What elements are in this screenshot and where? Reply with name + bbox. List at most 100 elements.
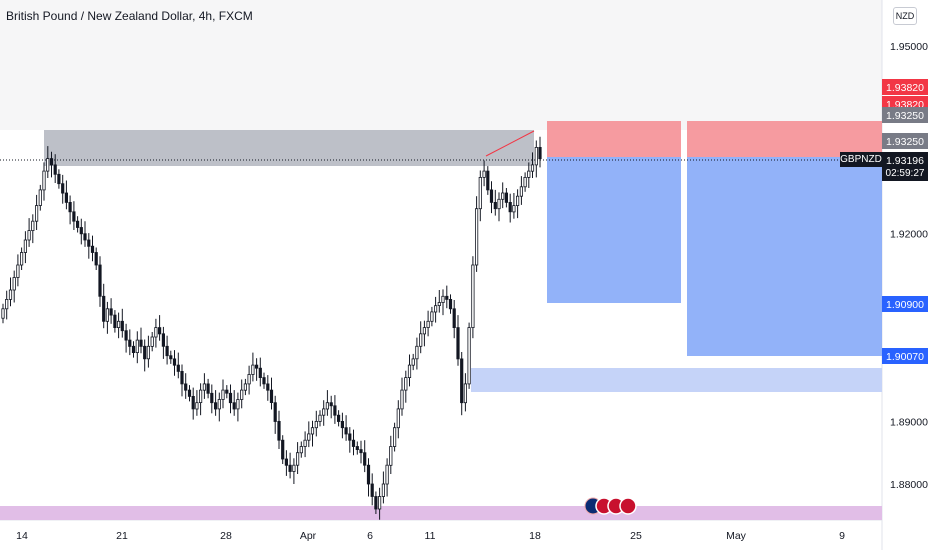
event-icons[interactable] — [584, 497, 637, 515]
candle-body — [474, 208, 479, 266]
candle-body — [187, 389, 192, 397]
candle-body — [176, 364, 180, 372]
candle-body — [83, 233, 87, 241]
candle-body — [441, 295, 445, 303]
price-tick-label: 1.89000 — [890, 416, 928, 428]
candle-body — [284, 458, 289, 466]
candle-body — [292, 464, 296, 472]
candle-body — [273, 402, 277, 422]
candle-body — [460, 358, 464, 404]
candlestick-series — [1, 136, 542, 520]
candle-body — [355, 446, 359, 450]
candle-body — [404, 377, 408, 391]
candle-body — [221, 389, 225, 400]
candle-body — [184, 383, 188, 391]
candle-body — [482, 170, 486, 178]
candle-body — [407, 364, 412, 379]
candle-body — [161, 333, 165, 347]
position-2-stop-zone[interactable] — [687, 121, 882, 157]
candle-body — [135, 339, 139, 354]
candle-body — [198, 389, 203, 404]
candle-body — [463, 383, 468, 404]
candle-body — [105, 308, 109, 322]
time-tick-label: 11 — [425, 530, 436, 542]
time-tick-label: 18 — [529, 530, 541, 542]
candle-body — [370, 483, 374, 497]
position-1-stop-zone[interactable] — [547, 121, 681, 157]
resistance-zone[interactable] — [44, 130, 534, 166]
time-tick-label: 6 — [367, 530, 373, 542]
candle-body — [527, 170, 531, 178]
candle-body — [124, 330, 128, 341]
candle-body — [437, 302, 441, 306]
candle-body — [396, 408, 400, 429]
price-badge-label: 1.93820 — [886, 82, 924, 94]
candle-body — [310, 427, 315, 435]
candle-body — [27, 230, 31, 241]
time-tick-label: 25 — [630, 530, 642, 542]
candle-body — [307, 433, 311, 441]
price-tick-label: 1.95000 — [890, 41, 928, 53]
candle-body — [76, 220, 80, 228]
candle-body — [12, 277, 16, 291]
candle-body — [154, 327, 158, 338]
candle-body — [1, 308, 5, 319]
candle-body — [120, 320, 124, 332]
candle-body — [49, 158, 54, 166]
candle-body — [359, 449, 363, 454]
candle-body — [277, 420, 281, 441]
candle-body — [504, 192, 509, 203]
candle-body — [98, 264, 102, 297]
demand-zone[interactable] — [471, 368, 882, 392]
candle-body — [493, 201, 497, 210]
candle-body — [232, 402, 236, 410]
time-axis: 14 21 28 Apr 6 11 18 25 May 9 — [16, 530, 845, 542]
candle-body — [516, 195, 520, 206]
candle-body — [381, 483, 386, 497]
candle-body — [157, 327, 162, 335]
candle-body — [202, 383, 206, 391]
candle-body — [53, 164, 57, 175]
candle-body — [150, 336, 154, 347]
candle-body — [217, 399, 221, 410]
candle-body — [8, 289, 13, 300]
candle-body — [180, 370, 184, 385]
candle-body — [195, 402, 199, 410]
time-tick-label: 14 — [16, 530, 28, 542]
candle-body — [90, 245, 95, 253]
candle-body — [336, 414, 341, 422]
candle-body — [236, 399, 240, 410]
candle-body — [295, 452, 300, 466]
candle-body — [426, 320, 430, 328]
candle-body — [377, 496, 382, 510]
price-badge-label: 1.93196 — [886, 155, 924, 167]
time-tick-label: 21 — [116, 530, 128, 542]
candle-body — [206, 383, 210, 394]
price-badge — [882, 133, 928, 149]
candle-body — [243, 383, 247, 391]
candle-body — [333, 405, 337, 416]
candle-body — [411, 358, 415, 366]
time-tick-label: 9 — [839, 530, 845, 542]
candle-body — [299, 446, 303, 454]
candle-body — [5, 298, 9, 310]
candle-body — [247, 374, 251, 385]
candle-body — [501, 192, 505, 200]
candle-body — [456, 327, 460, 360]
trend-line[interactable] — [485, 130, 535, 157]
currency-button[interactable]: NZD — [893, 7, 917, 25]
candle-body — [366, 464, 371, 485]
candle-body — [64, 192, 68, 203]
price-badge-label: 1.90070 — [886, 351, 924, 363]
support-zone[interactable] — [0, 506, 882, 520]
position-2-target-zone[interactable] — [687, 157, 882, 356]
position-1-target-zone[interactable] — [547, 157, 681, 303]
price-badge — [882, 79, 928, 95]
candle-body — [344, 427, 348, 435]
price-tick-label: 1.92000 — [890, 229, 928, 241]
candle-countdown: 02:59:27 — [882, 166, 928, 181]
candle-body — [445, 295, 449, 300]
candle-body — [169, 355, 173, 360]
candle-body — [448, 298, 453, 310]
